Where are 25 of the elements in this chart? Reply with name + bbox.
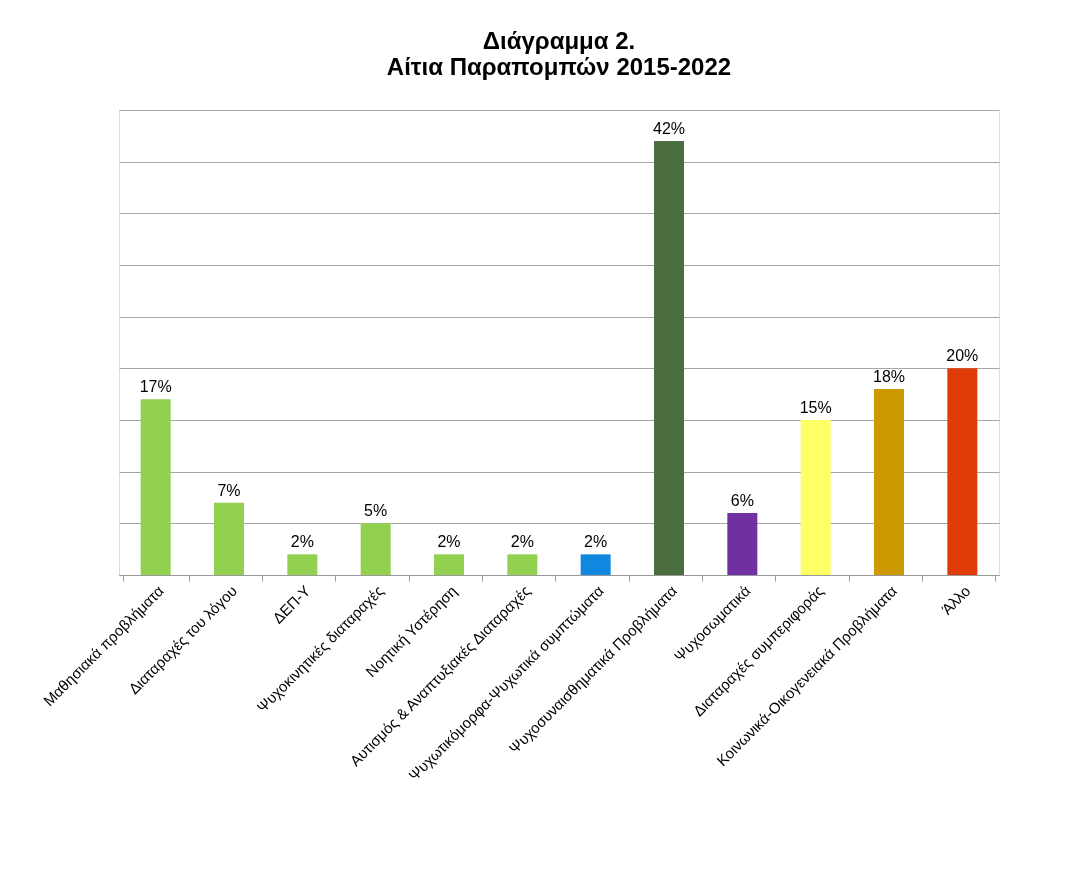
data-label: 6% bbox=[730, 492, 754, 509]
bar bbox=[507, 554, 538, 575]
bar bbox=[140, 399, 171, 575]
bar bbox=[214, 502, 244, 575]
data-label: 15% bbox=[799, 399, 832, 416]
data-label: 7% bbox=[217, 481, 241, 499]
bar bbox=[654, 141, 684, 575]
data-label: 20% bbox=[946, 347, 979, 365]
data-label: 42% bbox=[652, 120, 686, 137]
data-label: 17% bbox=[139, 378, 172, 396]
data-label: 18% bbox=[872, 368, 906, 385]
bar bbox=[874, 389, 904, 575]
chart-title: Διάγραμμα 2. Αίτια Παραπομπών 2015-2022 bbox=[386, 27, 732, 80]
bar bbox=[727, 513, 758, 575]
data-label: 2% bbox=[437, 533, 461, 551]
data-label: 5% bbox=[364, 502, 388, 520]
bar bbox=[800, 420, 831, 575]
bar bbox=[287, 554, 318, 575]
bar bbox=[947, 368, 978, 575]
data-label: 2% bbox=[510, 533, 534, 551]
bar bbox=[360, 523, 391, 575]
bar bbox=[434, 554, 464, 575]
data-label: 2% bbox=[584, 533, 608, 551]
data-label: 2% bbox=[290, 533, 314, 551]
bar bbox=[580, 554, 611, 575]
